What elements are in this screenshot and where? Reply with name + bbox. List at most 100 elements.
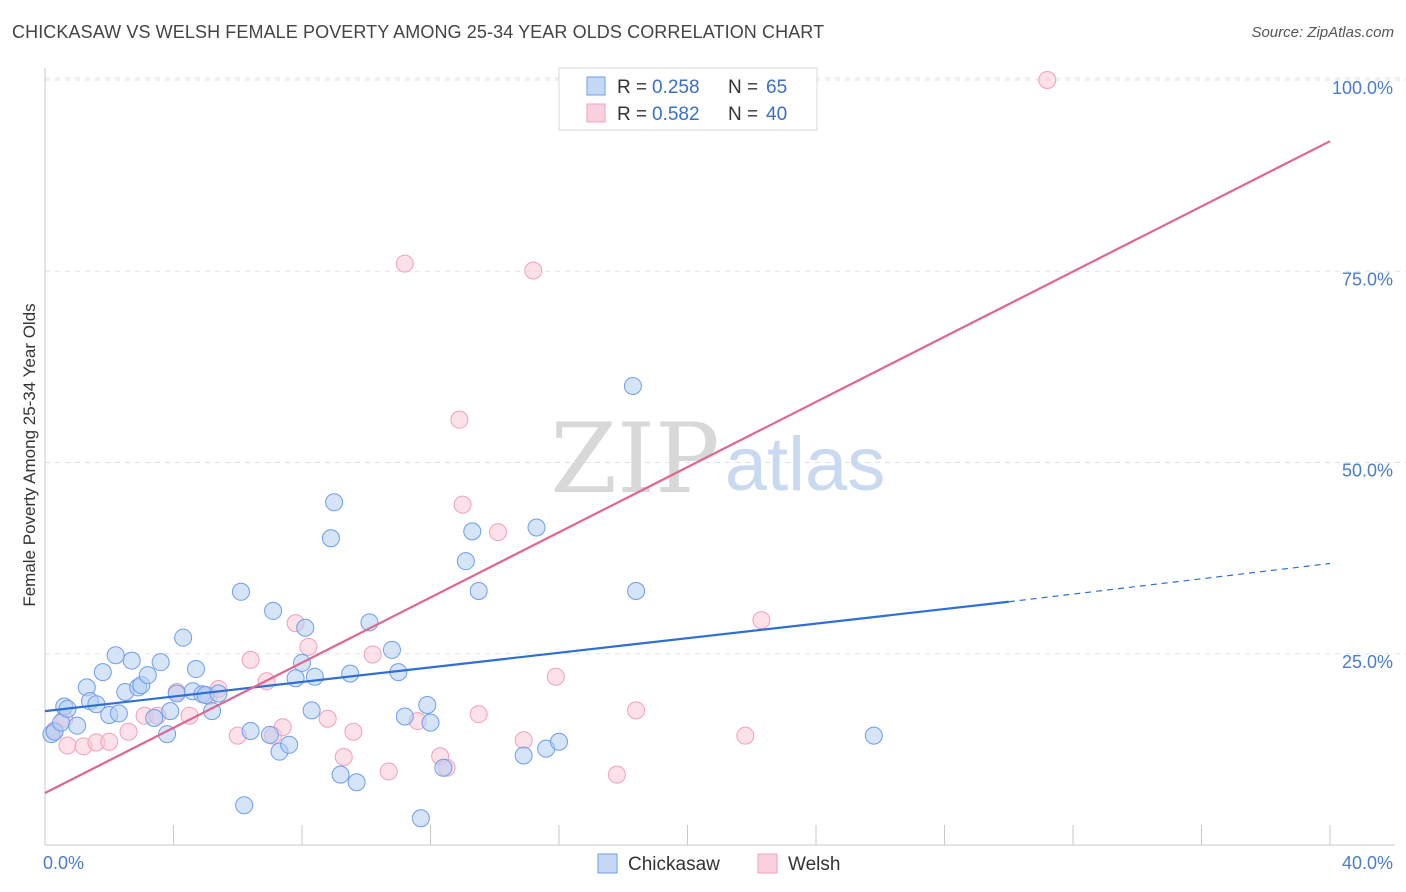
chickasaw-point <box>151 653 170 672</box>
grid-lines <box>45 77 1406 655</box>
trend-lines <box>44 140 1331 794</box>
welsh-point <box>299 637 318 656</box>
bottom-legend: Chickasaw Welsh <box>597 853 840 875</box>
bottom-legend-swatch-welsh <box>757 853 778 874</box>
chickasaw-point <box>68 716 87 735</box>
legend: R = 0.258 N = 65 R = 0.582 N = 40 <box>558 67 818 131</box>
chickasaw-point <box>331 765 350 784</box>
welsh-point <box>736 726 755 745</box>
legend-r-label-chickasaw: R = <box>617 77 647 98</box>
tick-labels: 25.0% 50.0% 75.0% 100.0% 0.0% 40.0% <box>43 78 1393 873</box>
welsh-point <box>334 748 353 767</box>
legend-swatch-welsh <box>586 103 606 123</box>
chickasaw-point <box>167 684 186 703</box>
chickasaw-point <box>174 628 193 647</box>
welsh-point <box>119 722 138 741</box>
welsh-point <box>450 410 469 429</box>
y-tick-label: 75.0% <box>1342 269 1393 289</box>
chickasaw-point <box>864 726 883 745</box>
welsh-point <box>318 709 337 728</box>
x-tick-label: 0.0% <box>43 853 84 873</box>
welsh-point <box>607 765 626 784</box>
welsh-point <box>1038 71 1057 89</box>
chickasaw-point <box>106 646 125 665</box>
chickasaw-trend-extension <box>1008 562 1331 603</box>
chickasaw-point <box>231 582 250 601</box>
x-tick-label: 40.0% <box>1342 853 1393 873</box>
welsh-trend-line <box>44 140 1331 794</box>
chickasaw-point <box>395 707 414 726</box>
chickasaw-point <box>138 666 157 685</box>
chickasaw-point <box>411 809 430 828</box>
welsh-point <box>344 722 363 741</box>
chickasaw-point <box>456 552 475 571</box>
welsh-point <box>469 705 488 724</box>
chickasaw-point <box>434 758 453 777</box>
chickasaw-point <box>623 377 642 395</box>
watermark: ZIP atlas <box>550 403 885 515</box>
chickasaw-point <box>325 493 344 512</box>
welsh-point <box>379 762 398 781</box>
welsh-point <box>627 701 646 720</box>
chickasaw-point <box>186 660 205 679</box>
chickasaw-point <box>341 664 360 683</box>
chickasaw-trend-line <box>44 600 1009 713</box>
chickasaw-point <box>241 722 260 741</box>
chickasaw-point <box>421 713 440 732</box>
legend-n-label-chickasaw: N = <box>728 77 758 98</box>
chickasaw-point <box>469 582 488 601</box>
legend-r-label-welsh: R = <box>617 104 647 125</box>
chickasaw-point <box>280 735 299 754</box>
chickasaw-point <box>463 522 482 541</box>
chickasaw-point <box>260 725 279 744</box>
welsh-point <box>488 523 507 542</box>
welsh-point <box>752 611 771 630</box>
chickasaw-point <box>209 684 228 703</box>
chart-title: CHICKASAW VS WELSH FEMALE POVERTY AMONG … <box>12 22 825 42</box>
chickasaw-point <box>527 518 546 537</box>
welsh-point <box>524 261 543 280</box>
welsh-point <box>241 650 260 669</box>
y-tick-label: 50.0% <box>1342 461 1393 481</box>
legend-n-value-chickasaw: 65 <box>766 77 787 98</box>
legend-n-value-welsh: 40 <box>766 104 787 125</box>
chickasaw-point <box>514 746 533 765</box>
legend-swatch-chickasaw <box>586 76 606 96</box>
y-tick-label: 100.0% <box>1332 78 1393 98</box>
chickasaw-point <box>305 667 324 686</box>
legend-n-label-welsh: N = <box>728 104 758 125</box>
welsh-point <box>395 254 414 273</box>
legend-r-value-welsh: 0.582 <box>652 104 700 125</box>
chickasaw-point <box>296 618 315 637</box>
bottom-legend-label-chickasaw: Chickasaw <box>628 854 720 875</box>
welsh-point <box>363 645 382 664</box>
chickasaw-point <box>418 696 437 715</box>
watermark-zip: ZIP <box>550 403 719 515</box>
chickasaw-point <box>235 796 254 815</box>
axes <box>44 68 1395 846</box>
y-axis-label: Female Poverty Among 25-34 Year Olds <box>20 303 39 606</box>
chickasaw-point <box>122 651 141 670</box>
chickasaw-point <box>93 663 112 682</box>
watermark-atlas: atlas <box>725 422 886 507</box>
chickasaw-point <box>347 773 366 792</box>
welsh-point <box>58 736 77 755</box>
welsh-point <box>100 732 119 751</box>
bottom-legend-label-welsh: Welsh <box>788 854 840 875</box>
chickasaw-point <box>264 601 283 620</box>
chickasaw-points <box>42 377 883 828</box>
y-tick-label: 25.0% <box>1342 652 1393 672</box>
chickasaw-point <box>161 702 180 721</box>
chickasaw-point <box>109 704 128 723</box>
chickasaw-point <box>302 701 321 720</box>
chickasaw-point <box>382 640 401 659</box>
welsh-point <box>514 731 533 750</box>
chickasaw-point <box>145 709 164 728</box>
welsh-point <box>453 495 472 514</box>
chickasaw-point <box>627 582 646 601</box>
chickasaw-point <box>550 732 568 751</box>
chart-source: Source: ZipAtlas.com <box>1251 24 1394 41</box>
welsh-point <box>546 667 565 686</box>
chickasaw-point <box>321 529 340 548</box>
